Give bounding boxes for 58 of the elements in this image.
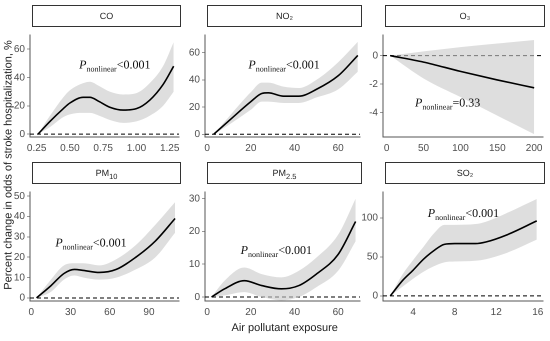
y-tick-label: 50 <box>366 252 378 263</box>
x-tick-label: 40 <box>288 142 301 154</box>
chart-title: NO₂ <box>207 5 362 27</box>
y-tick-label: 50 <box>14 190 26 202</box>
x-tick-label: 60 <box>332 142 344 154</box>
y-tick-label: 10 <box>14 272 26 284</box>
x-tick-label: 0 <box>384 142 390 154</box>
chart-title: O₃ <box>385 5 545 27</box>
x-tick-label: 50 <box>418 142 430 154</box>
y-tick-label: 60 <box>188 47 200 58</box>
x-tick-label: 8 <box>452 306 458 318</box>
y-tick-label: 20 <box>188 102 200 113</box>
y-tick-label: 0 <box>194 292 200 303</box>
y-tick-label: 20 <box>14 100 26 112</box>
x-tick-label: 20 <box>245 142 257 154</box>
x-tick-label: 30 <box>64 306 77 318</box>
y-tick-label: 100 <box>361 212 378 224</box>
y-tick-label: 20 <box>14 252 26 263</box>
x-tick-label: 60 <box>104 306 116 318</box>
y-tick-label: 0 <box>19 128 26 140</box>
y-tick-label: -2 <box>369 78 378 90</box>
chart-title: PM$_{2.5}$ <box>207 162 362 184</box>
chart-title: PM$_{10}$ <box>32 162 181 184</box>
x-tick-label: 20 <box>245 306 257 318</box>
x-tick-label: 1.25 <box>160 142 180 154</box>
x-axis-title: Air pollutant exposure <box>232 322 338 334</box>
x-tick-label: 40 <box>288 306 301 318</box>
x-tick-label: 0.75 <box>93 142 114 154</box>
y-tick-label: 40 <box>14 72 26 84</box>
x-tick-label: 12 <box>490 306 502 318</box>
x-tick-label: 4 <box>410 306 416 318</box>
y-tick-label: 40 <box>188 74 200 86</box>
y-tick-label: 40 <box>14 211 26 222</box>
x-tick-label: 60 <box>332 306 344 318</box>
chart-title: SO₂ <box>385 162 545 184</box>
y-tick-label: 0 <box>19 292 26 304</box>
y-tick-label: 20 <box>188 226 200 238</box>
y-tick-label: 0 <box>372 290 378 302</box>
x-tick-label: 0 <box>28 306 35 318</box>
x-tick-label: 200 <box>526 142 543 154</box>
y-tick-label: 30 <box>188 193 200 204</box>
y-tick-label: 0 <box>372 50 378 62</box>
y-tick-label: 10 <box>188 258 200 270</box>
x-tick-label: 0.50 <box>60 142 80 154</box>
chart-title: CO <box>32 5 181 27</box>
y-tick-label: 0 <box>194 129 200 140</box>
x-tick-label: 150 <box>488 142 506 154</box>
x-tick-label: 100 <box>452 142 470 154</box>
x-tick-label: 90 <box>143 306 155 318</box>
x-tick-label: 16 <box>532 306 544 318</box>
x-tick-label: 0 <box>204 306 210 318</box>
x-tick-label: 1.00 <box>126 142 147 154</box>
x-tick-label: 0.25 <box>26 142 47 154</box>
y-tick-label: 30 <box>14 232 26 243</box>
y-tick-label: 60 <box>14 44 26 55</box>
x-tick-label: 0 <box>204 142 210 154</box>
y-axis-title: Percent change in odds of stroke hospitalization, % <box>2 40 14 290</box>
y-tick-label: -4 <box>369 108 378 118</box>
